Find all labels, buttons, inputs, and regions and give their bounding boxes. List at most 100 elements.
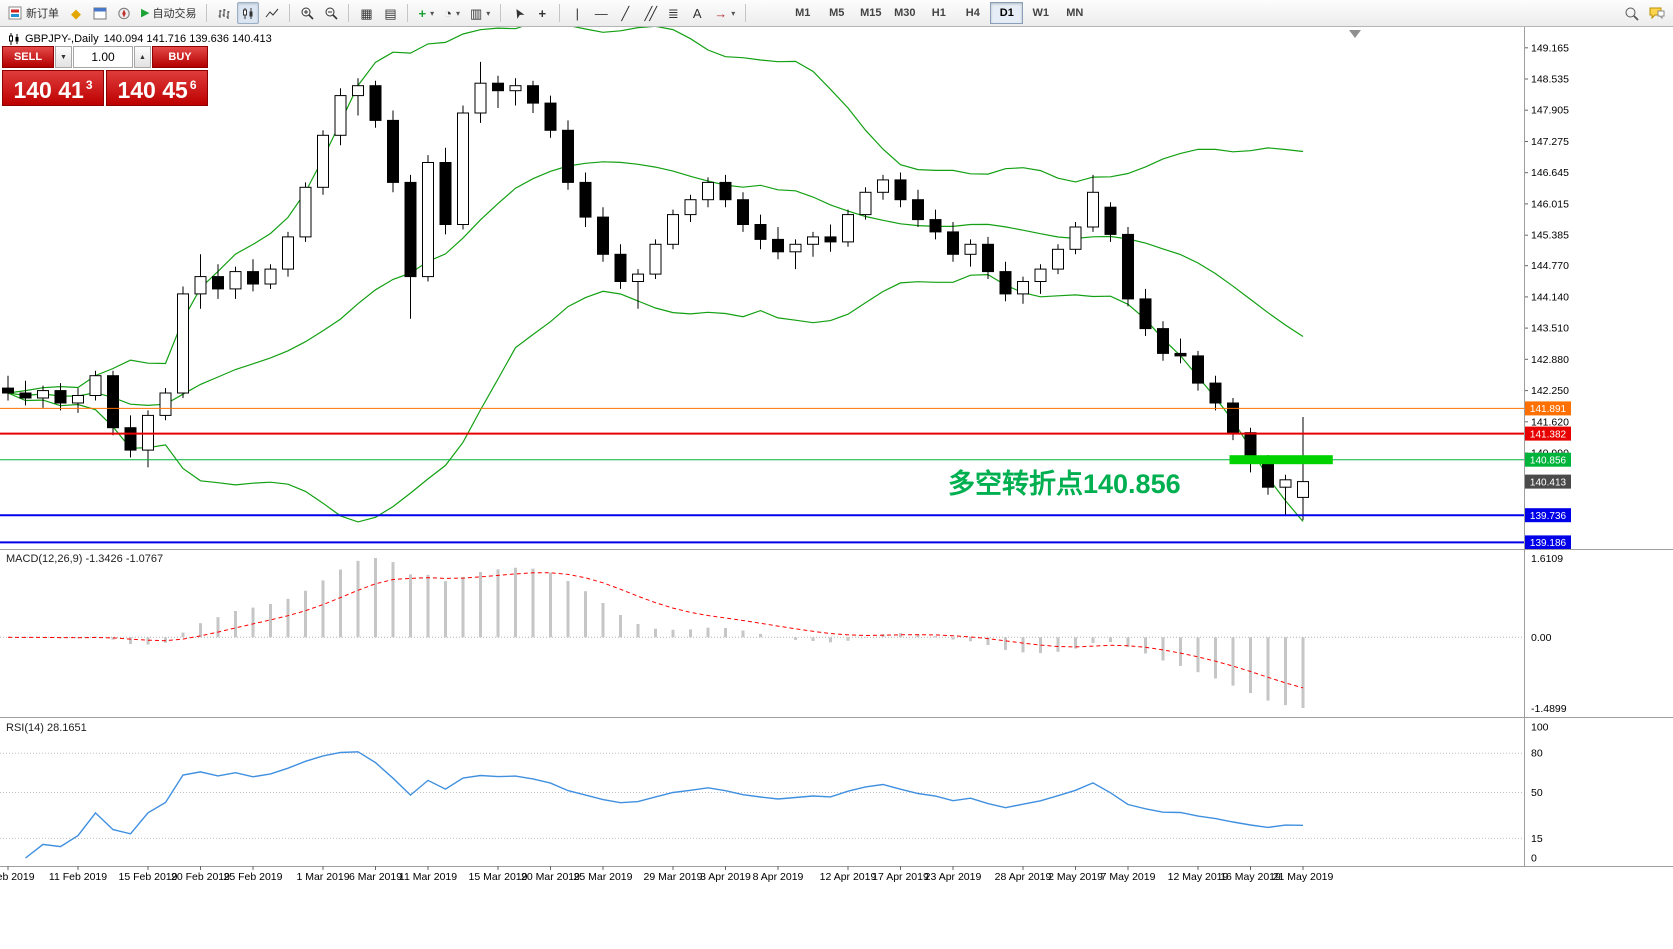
template-icon: ▥ xyxy=(469,5,483,21)
zoom-in-button[interactable] xyxy=(296,2,318,24)
data-window-icon xyxy=(93,7,107,19)
trendline-tool[interactable]: ╱ xyxy=(614,2,636,24)
timeframe-button-m15[interactable]: M15 xyxy=(860,7,882,19)
candle-body xyxy=(369,85,382,121)
clock-icon: ◔ xyxy=(444,5,452,21)
toolbar-separator xyxy=(559,4,561,22)
candle-body xyxy=(212,276,224,290)
symbol-label: GBPJPY-,Daily xyxy=(25,33,99,45)
candle-body xyxy=(772,238,784,253)
navigator-button[interactable] xyxy=(113,2,135,24)
zoom-out-button[interactable] xyxy=(320,2,342,24)
crosshair-icon: + xyxy=(538,5,547,21)
auto-trading-label: 自动交易 xyxy=(152,8,197,20)
level-badge-140.856 xyxy=(1525,452,1571,467)
indicators-button[interactable]: + ▾ xyxy=(414,2,438,24)
candle-body xyxy=(457,112,469,225)
chevron-down-icon: ▾ xyxy=(430,8,435,18)
new-order-label: 新订单 xyxy=(26,8,59,20)
volume-up-button[interactable]: ▲ xyxy=(134,46,151,68)
search-button[interactable] xyxy=(1620,2,1643,24)
pivot-highlight-bar[interactable] xyxy=(1229,455,1333,465)
candle-body xyxy=(439,162,452,225)
search-icon xyxy=(1625,7,1639,21)
fibonacci-tool[interactable]: ≣ xyxy=(662,2,684,24)
line-chart-button[interactable] xyxy=(261,2,283,24)
svg-text:20 Mar 2019: 20 Mar 2019 xyxy=(521,871,580,883)
cursor-button[interactable]: ➤ xyxy=(507,2,529,24)
buy-button[interactable]: BUY xyxy=(152,46,208,68)
svg-text:1 Mar 2019: 1 Mar 2019 xyxy=(296,871,349,883)
candle-body xyxy=(107,375,119,429)
new-order-icon xyxy=(8,6,22,20)
candles xyxy=(2,61,1309,521)
cascade-windows-button[interactable]: ▤ xyxy=(379,2,401,24)
svg-text:21 May 2019: 21 May 2019 xyxy=(1273,871,1334,883)
ohlc-values: 140.094 141.716 139.636 140.413 xyxy=(103,33,272,45)
candle-body xyxy=(1279,479,1292,488)
toolbar-separator xyxy=(206,4,208,22)
candle-body xyxy=(2,387,14,394)
toolbar-separator xyxy=(500,4,502,22)
timeframe-button-w1[interactable]: W1 xyxy=(1032,7,1050,19)
timeframe-button-m5[interactable]: M5 xyxy=(829,7,845,19)
timeframe-button-h1[interactable]: H1 xyxy=(931,7,946,19)
candle-body xyxy=(632,273,644,283)
svg-text:142.250: 142.250 xyxy=(1531,385,1569,397)
templates-button[interactable]: ▥ ▾ xyxy=(466,2,494,24)
play-icon: ▶ xyxy=(141,6,150,19)
svg-text:15: 15 xyxy=(1531,833,1543,845)
new-order-button[interactable]: 新订单 xyxy=(4,2,63,24)
arrows-tool[interactable]: → ▾ xyxy=(710,2,739,24)
buy-price-button[interactable]: 140 45 6 xyxy=(106,70,208,106)
volume-input[interactable] xyxy=(73,46,133,68)
svg-text:139.186: 139.186 xyxy=(1530,538,1567,549)
candle-body xyxy=(317,134,329,188)
volume-dropdown-button[interactable]: ▼ xyxy=(55,46,72,68)
macd-signal-line xyxy=(7,572,1304,689)
crosshair-button[interactable]: + xyxy=(531,2,553,24)
svg-text:6 Mar 2019: 6 Mar 2019 xyxy=(349,871,402,883)
svg-text:12 May 2019: 12 May 2019 xyxy=(1168,871,1229,883)
svg-text:11 Feb 2019: 11 Feb 2019 xyxy=(49,871,107,883)
sell-price-button[interactable]: 140 41 3 xyxy=(2,70,104,106)
candle-body xyxy=(1139,298,1152,330)
periods-button[interactable]: ◔ ▾ xyxy=(440,2,464,24)
tile-windows-button[interactable]: ▦ xyxy=(355,2,377,24)
channel-icon: ╱╱ xyxy=(644,5,657,21)
candle-body xyxy=(684,199,697,216)
text-tool[interactable]: A xyxy=(686,2,708,24)
channel-tool[interactable]: ╱╱ xyxy=(638,2,660,24)
chart-title: GBPJPY-,Daily 140.094 141.716 139.636 14… xyxy=(8,33,272,45)
candle-body xyxy=(159,392,172,416)
horizontal-line-tool[interactable]: — xyxy=(590,2,612,24)
level-lines xyxy=(0,407,1524,544)
svg-text:140.856: 140.856 xyxy=(1530,456,1567,467)
bar-chart-button[interactable] xyxy=(213,2,235,24)
timeframe-button-m30[interactable]: M30 xyxy=(894,7,916,19)
data-window-button[interactable] xyxy=(89,2,111,24)
candle-body xyxy=(492,82,504,92)
vertical-line-tool[interactable]: | xyxy=(566,2,588,24)
candle-body xyxy=(597,216,609,255)
sell-button[interactable]: SELL xyxy=(2,46,54,68)
candle-body xyxy=(1087,191,1099,228)
timeframe-button-mn[interactable]: MN xyxy=(1066,7,1084,19)
candlestick-chart-button[interactable] xyxy=(237,2,260,24)
level-badge-139.186 xyxy=(1525,535,1571,550)
auto-trading-button[interactable]: ▶ 自动交易 xyxy=(137,2,200,24)
candle-body xyxy=(124,427,137,451)
market-watch-button[interactable]: ◆ xyxy=(65,2,87,24)
candle-body xyxy=(824,236,837,243)
timeframe-button-m1[interactable]: M1 xyxy=(795,7,811,19)
candle-body xyxy=(1209,382,1222,404)
rsi-panel xyxy=(0,751,1524,859)
timeframe-button-d1[interactable]: D1 xyxy=(990,2,1024,24)
chart-shift-marker[interactable] xyxy=(1349,30,1361,38)
chat-button[interactable] xyxy=(1645,2,1669,24)
svg-text:50: 50 xyxy=(1531,787,1543,799)
timeframe-button-h4[interactable]: H4 xyxy=(965,7,980,19)
toolbar-separator xyxy=(348,4,350,22)
